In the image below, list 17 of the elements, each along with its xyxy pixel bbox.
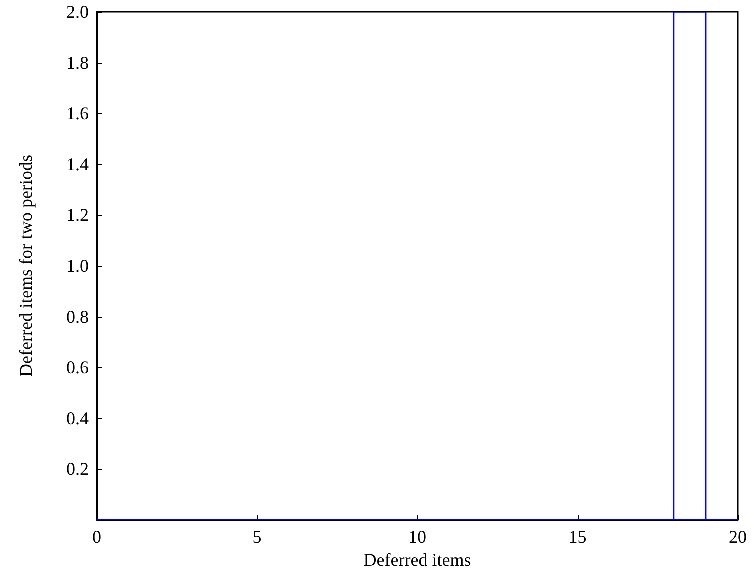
x-tick-label: 15 [568,527,587,547]
y-tick-label: 2.0 [66,2,89,22]
y-tick-label: 1.4 [66,154,89,174]
x-tick-label: 5 [252,527,262,547]
y-tick-label: 1.8 [66,52,89,73]
x-axis-title: Deferred items [364,550,472,570]
y-axis-title: Deferred items for two periods [16,155,36,377]
y-tick-label: 0.4 [66,408,89,428]
y-tick-label: 0.8 [66,306,89,327]
x-tick-label: 0 [92,527,102,547]
y-tick-label: 1.0 [66,256,89,276]
y-tick-label: 1.2 [66,205,89,226]
y-tick-label: 0.2 [66,459,89,480]
y-tick-label: 0.6 [66,358,89,378]
x-tick-label: 10 [408,527,426,547]
x-tick-label: 20 [729,527,747,547]
y-tick-label: 1.6 [66,104,89,124]
